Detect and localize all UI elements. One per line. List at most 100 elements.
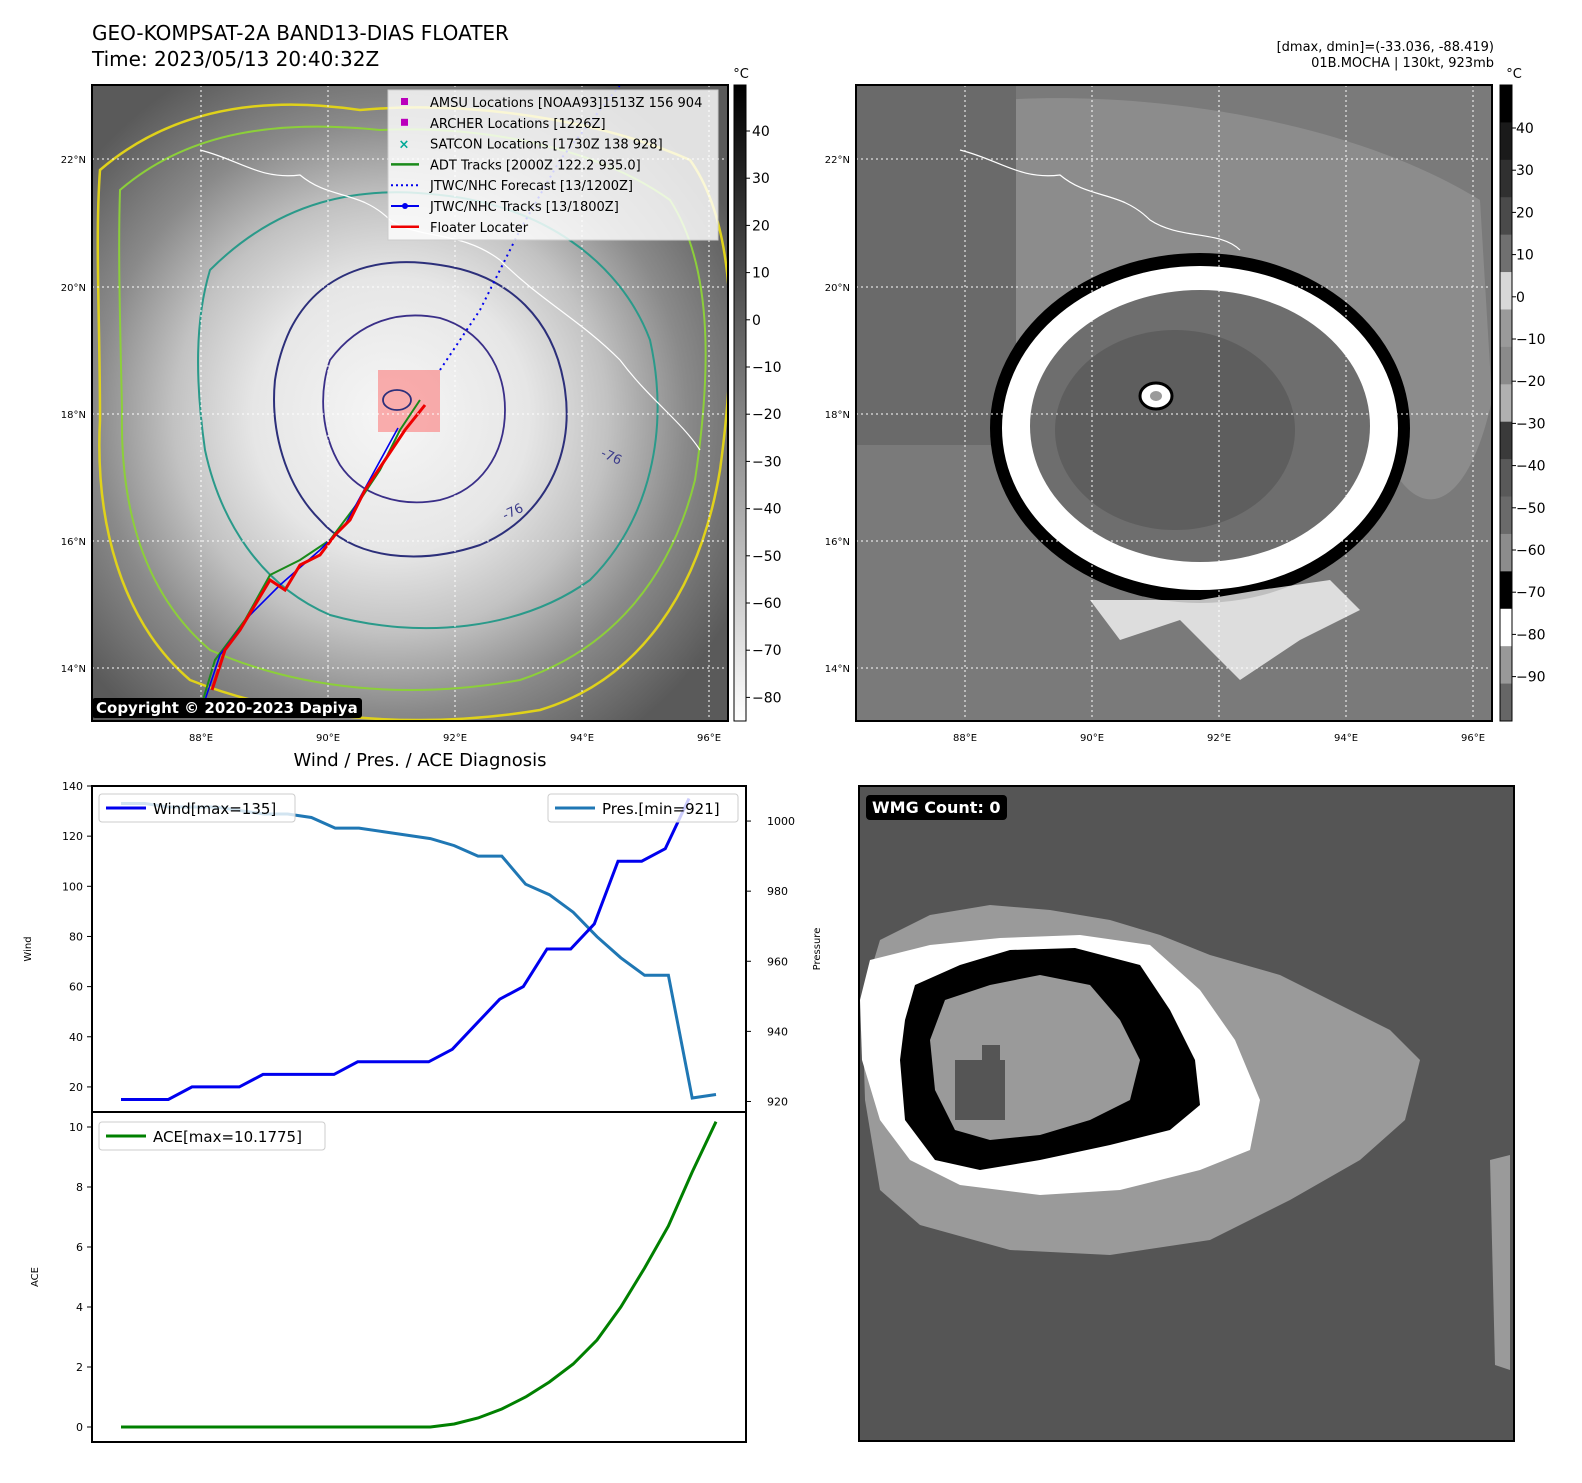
map-legend-label: JTWC/NHC Tracks [13/1800Z] [429,200,619,215]
map-legend-entry: AMSU Locations [NOAA93]1513Z 156 904 [401,96,702,111]
lat-tick-label: 16°N [825,537,850,548]
dias-outflow-band [1090,580,1360,680]
pressure-legend-label: Pres.[min=921] [602,800,720,818]
dias-core [1055,330,1295,530]
colorbar-right-band [1500,421,1512,460]
y-tick-label: 960 [767,955,788,968]
wind-legend-label: Wind[max=135] [153,800,276,818]
wmg-edge-band [1490,1155,1510,1370]
diagnosis-title: Wind / Pres. / ACE Diagnosis [293,750,546,771]
eye-contour [382,389,412,411]
colorbar-right-tick-label: −10 [1516,332,1546,348]
y-tick-label: 4 [76,1301,83,1314]
colorbar-right: °C 40 30 20 10 0 −10 −20 −30 −40 −50 −60 −70 −80 −90 [1499,67,1546,722]
dias-region-dark [856,85,1016,445]
colorbar-right-band [1500,122,1512,161]
colorbar-right-band [1500,234,1512,273]
colorbar-right-tick-label: −80 [1516,627,1546,643]
map-legend-entry: ARCHER Locations [1226Z] [401,117,606,132]
contour-navy-outer [273,261,568,558]
colorbar-left-tick-label: −60 [752,596,782,612]
map-legend-box [387,89,719,241]
lon-tick-label: 96°E [697,733,721,744]
colorbar-right-band [1500,85,1512,123]
wind-plot-frame [91,785,747,1113]
lon-tick-label: 94°E [1334,733,1358,744]
figure-time: Time: 2023/05/13 20:40:32Z [91,47,379,71]
map-legend-label: AMSU Locations [NOAA93]1513Z 156 904 [430,96,702,111]
colorbar-right-tick-label: −30 [1516,416,1546,432]
colorbar-left-tick-label: 0 [752,313,761,329]
colorbar-right-band [1500,646,1512,685]
legend-marker-x: × [399,138,410,153]
ace-legend: ACE[max=10.1775] [98,1121,326,1151]
colorbar-right-band [1500,384,1512,423]
colorbar-right-tick-label: 40 [1516,121,1534,137]
lat-tick-label: 18°N [61,410,86,421]
colorbar-right-band [1500,459,1512,498]
storm-info: 01B.MOCHA | 130kt, 923mb [1311,56,1494,71]
figure-title: GEO-KOMPSAT-2A BAND13-DIAS FLOATER [92,21,509,45]
colorbar-right-tick-label: −50 [1516,501,1546,517]
colorbar-left-tick-label: −40 [752,502,782,518]
y-tick-label: 40 [69,1031,83,1044]
colorbar-left-tick-label: −10 [752,360,782,376]
colorbar-left-tick-label: −70 [752,643,782,659]
map-legend-entry: Floater Locater [391,221,529,236]
lat-tick-label: 20°N [825,283,850,294]
colorbar-right-band [1500,608,1512,647]
y-tick-label: 6 [76,1241,83,1254]
pressure-legend-box [547,793,739,823]
legend-marker-square [401,98,408,105]
lon-tick-label: 92°E [443,733,467,744]
colorbar-right-tick-label: 0 [1516,290,1525,306]
lon-tick-label: 88°E [189,733,213,744]
map-legend-entry: × SATCON Locations [1730Z 138 928] [399,138,663,153]
y-tick-label: 980 [767,885,788,898]
lat-tick-label: 20°N [61,283,86,294]
colorbar-right-band [1500,197,1512,236]
ace-plot-frame [91,1111,747,1443]
lat-tick-label: 22°N [825,155,850,166]
colorbar-left-tick-label: −30 [752,454,782,470]
dias-eye-center [1150,391,1162,401]
wind-legend-box [98,793,296,823]
wmg-frame [858,785,1515,1442]
lon-tick-label: 96°E [1461,733,1485,744]
colorbar-right-band [1500,533,1512,572]
y-tick-label: 80 [69,930,83,943]
floater-track [210,404,427,691]
lon-tick-label: 90°E [316,733,340,744]
colorbar-right-tick-label: −60 [1516,543,1546,559]
colorbar-right-band [1500,272,1512,310]
colorbar-left-tick-label: −50 [752,549,782,565]
map-axis-ticks: 22°N 22°N 20°N 20°N 18°N 18°N 16°N 16°N 14°N 14°N… [61,155,1485,744]
y-tick-label: 940 [767,1025,788,1038]
colorbar-right-tick-label: −40 [1516,459,1546,475]
lon-tick-label: 90°E [1080,733,1104,744]
y-tick-label: 920 [767,1095,788,1108]
y-tick-label: 0 [76,1421,83,1434]
ir-map-panel: -76 -76 AMSU Locations [NOAA93]1513Z 156… [91,84,729,722]
colorbar-left-tick-label: 20 [752,218,770,234]
jtwc-forecast [439,85,621,371]
colorbar-right-tick-label: 30 [1516,163,1534,179]
colorbar-left-tick-label: 10 [752,266,770,282]
legend-marker-dot [402,203,408,209]
floater-box [378,370,440,432]
colorbar-right-band [1500,571,1512,610]
wind-series-line [121,797,691,1101]
colorbar-right-tick-label: −70 [1516,585,1546,601]
y-tick-label: 140 [62,780,83,793]
map-legend-label: JTWC/NHC Forecast [13/1200Z] [429,179,633,194]
ace-chart: ACE 0 2 4 6 8 10 ACE[max=10.1775] [30,1111,747,1443]
ace-legend-box [98,1121,326,1151]
y-tick-label: 100 [62,880,83,893]
lat-tick-label: 18°N [825,410,850,421]
wmg-panel [858,785,1515,1442]
dias-frame [855,84,1493,722]
colorbar-left-tick-label: −20 [752,407,782,423]
y-tick-label: 20 [69,1081,83,1094]
ace-legend-label: ACE[max=10.1775] [153,1128,302,1146]
ace-axis-label: ACE [30,1267,41,1287]
